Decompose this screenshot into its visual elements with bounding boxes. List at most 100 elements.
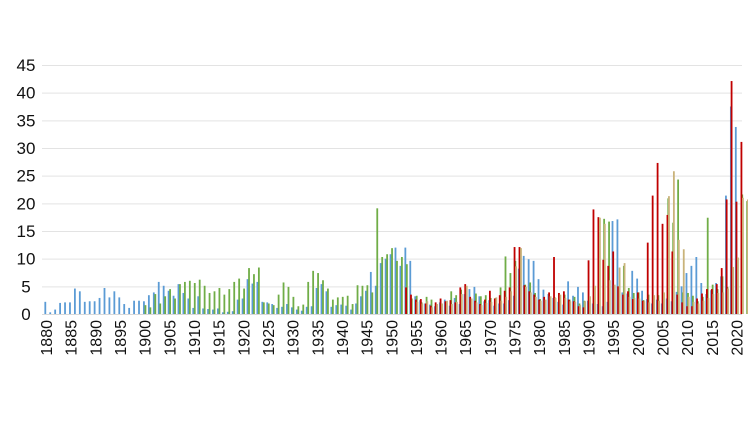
bar: [612, 251, 615, 314]
y-tick-label: 20: [17, 194, 36, 213]
x-tick-label: 1925: [261, 320, 278, 356]
bar: [262, 302, 265, 314]
bar: [480, 305, 483, 314]
bar: [286, 304, 288, 314]
bar: [553, 257, 555, 314]
y-tick-label: 5: [21, 277, 30, 296]
bar: [322, 280, 324, 314]
x-tick-label: 2015: [705, 320, 722, 356]
bar: [554, 297, 557, 314]
bar: [399, 265, 402, 314]
bar: [592, 209, 595, 314]
bar: [253, 274, 255, 314]
x-tick-label: 1965: [458, 320, 475, 356]
bar: [525, 286, 527, 314]
bar: [515, 266, 517, 314]
x-tick-label: 1880: [39, 320, 56, 356]
bar: [599, 217, 601, 314]
bar: [485, 302, 488, 314]
bar: [584, 301, 586, 314]
bar: [643, 301, 646, 314]
x-tick-label: 1920: [236, 320, 253, 356]
bar: [520, 248, 522, 314]
bar: [233, 281, 236, 314]
bar: [707, 297, 710, 314]
bar: [702, 300, 705, 314]
x-tick-label: 1900: [138, 320, 155, 356]
bar: [459, 287, 462, 314]
bar: [672, 171, 675, 314]
bar: [302, 304, 305, 314]
y-tick-label: 25: [17, 167, 36, 186]
bar: [172, 295, 175, 314]
bar: [534, 296, 537, 314]
bar: [287, 286, 290, 314]
bar: [539, 300, 542, 314]
bar: [677, 239, 680, 314]
bar: [59, 302, 61, 314]
bar: [93, 301, 96, 314]
bar: [69, 302, 71, 314]
bar: [144, 305, 147, 314]
bar: [646, 242, 649, 314]
bar: [182, 292, 185, 314]
bar: [188, 280, 191, 314]
bar: [676, 294, 679, 314]
bar: [257, 267, 260, 314]
bar: [64, 302, 66, 314]
bar: [312, 270, 315, 314]
bar: [500, 300, 503, 314]
x-axis-tick-labels: 1880 1885 1890 1895 1900 1905 1910 1915 1920 1925…: [39, 320, 747, 356]
bar: [143, 301, 145, 314]
bar: [381, 257, 384, 314]
bar: [374, 285, 377, 314]
y-tick-label: 15: [17, 222, 36, 241]
bar: [537, 279, 540, 314]
bar: [276, 307, 279, 314]
bar: [488, 290, 491, 314]
bar: [133, 300, 135, 314]
bar: [346, 295, 349, 314]
bar: [221, 312, 224, 314]
bar: [226, 311, 229, 314]
bar: [730, 81, 733, 314]
bar: [695, 257, 698, 314]
bar: [128, 307, 131, 314]
bar: [475, 302, 478, 314]
bar: [449, 300, 452, 314]
bar: [602, 259, 605, 314]
bar: [424, 303, 427, 314]
y-axis-tick-labels: 0 5 10 15 20 25 30 35 40 45: [17, 56, 36, 324]
bar: [579, 305, 582, 314]
bar: [632, 299, 634, 314]
bar: [164, 296, 167, 314]
bar: [218, 287, 221, 314]
bar: [281, 306, 283, 314]
bar: [441, 303, 443, 314]
bar: [633, 297, 636, 314]
bar: [228, 289, 231, 314]
bar: [701, 293, 703, 314]
bar: [193, 283, 196, 314]
bar: [410, 294, 412, 314]
x-tick-label: 1945: [360, 320, 377, 356]
x-tick-label: 1905: [162, 320, 179, 356]
bar: [722, 292, 725, 314]
bar: [198, 279, 201, 314]
bar: [613, 284, 616, 314]
bar: [243, 288, 245, 314]
bar: [746, 199, 748, 314]
bar: [732, 266, 734, 314]
x-tick-label: 1955: [409, 320, 426, 356]
bar: [187, 298, 190, 314]
bar: [169, 289, 171, 314]
bar: [386, 254, 389, 314]
x-tick-label: 1895: [113, 320, 130, 356]
bar: [589, 296, 591, 314]
bar: [618, 267, 621, 314]
bar: [330, 306, 333, 314]
bar: [513, 247, 516, 314]
x-tick-label: 1990: [582, 320, 599, 356]
bar: [415, 299, 417, 314]
x-tick-label: 1935: [310, 320, 327, 356]
